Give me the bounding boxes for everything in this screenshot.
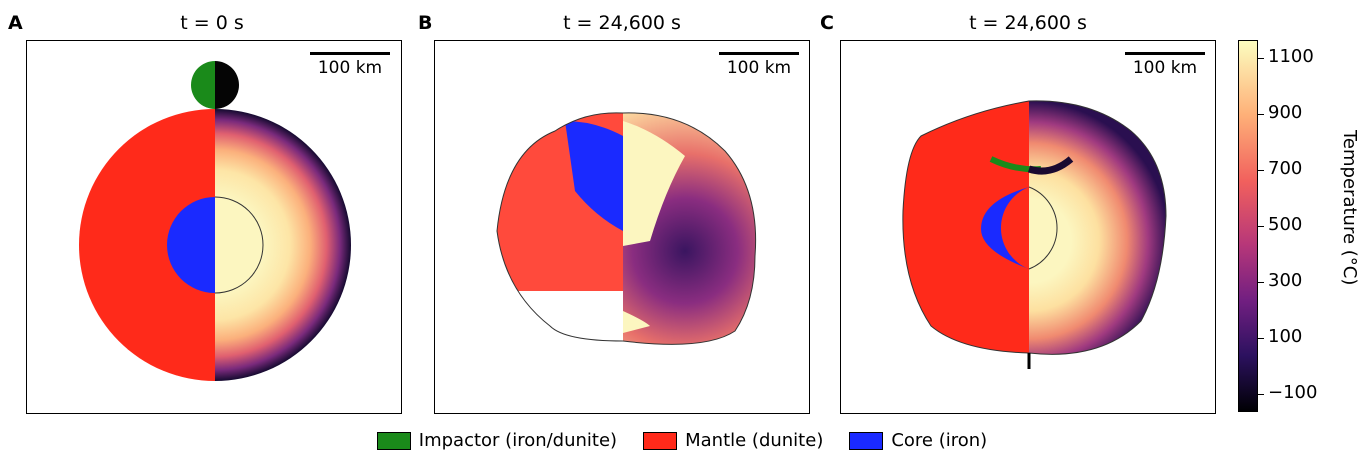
panel-c-svg — [902, 100, 1167, 369]
colorbar-tick — [1258, 170, 1264, 172]
colorbar-tick — [1258, 282, 1264, 284]
temperature-colorbar — [1238, 40, 1258, 412]
scalebar-label: 100 km — [317, 58, 383, 78]
colorbar-tick-label: 500 — [1268, 214, 1303, 235]
scalebar-label: 100 km — [726, 58, 792, 78]
mantle-half-a — [79, 109, 215, 381]
impactor-right-a — [215, 61, 239, 109]
impactor-left-a — [191, 61, 215, 109]
temperature-half-a — [215, 109, 351, 381]
legend-swatch-core — [849, 431, 884, 450]
panel-b-plot — [434, 40, 810, 414]
panel-a-letter: A — [8, 12, 23, 34]
core-boundary-a — [214, 196, 264, 294]
legend-item-mantle: Mantle (dunite) — [643, 430, 823, 451]
scalebar-line — [719, 52, 799, 55]
outline-c — [902, 100, 1167, 355]
colorbar-tick-label: 300 — [1268, 270, 1303, 291]
legend-swatch-mantle — [643, 431, 678, 450]
panel-b-letter: B — [418, 12, 433, 34]
panel-c-scalebar: 100 km — [1125, 52, 1205, 78]
panel-c-letter: C — [820, 12, 834, 34]
panel-a-title: t = 0 s — [180, 12, 244, 34]
panel-c-title: t = 24,600 s — [969, 12, 1087, 34]
colorbar-tick — [1258, 338, 1264, 340]
colorbar-tick — [1258, 226, 1264, 228]
panel-a-plot — [26, 40, 402, 414]
colorbar-tick — [1258, 394, 1264, 396]
colorbar-tick-label: 700 — [1268, 158, 1303, 179]
panel-b-svg — [496, 112, 757, 345]
legend-swatch-impactor — [376, 431, 411, 450]
panel-a-scalebar: 100 km — [310, 52, 390, 78]
colorbar-tick — [1258, 58, 1264, 60]
scalebar-label: 100 km — [1132, 58, 1198, 78]
outline-b — [496, 112, 757, 345]
legend-label-core: Core (iron) — [891, 430, 988, 451]
panel-a-svg — [79, 61, 351, 381]
colorbar-tick-label: 100 — [1268, 326, 1303, 347]
colorbar-title: Temperature (°C) — [1339, 130, 1360, 286]
scalebar-line — [310, 52, 390, 55]
panel-b-scalebar: 100 km — [719, 52, 799, 78]
body-c — [902, 100, 1166, 355]
legend-item-core: Core (iron) — [849, 430, 987, 451]
colorbar-tick — [1258, 114, 1264, 116]
colorbar-tick-label: 900 — [1268, 102, 1303, 123]
core-half-a — [167, 197, 215, 293]
colorbar-tick-label: −100 — [1268, 382, 1318, 403]
body-b — [497, 112, 756, 345]
legend-label-impactor: Impactor (iron/dunite) — [418, 430, 618, 451]
colorbar-tick-label: 1100 — [1268, 46, 1314, 67]
legend-label-mantle: Mantle (dunite) — [685, 430, 824, 451]
legend: Impactor (iron/dunite) Mantle (dunite) C… — [0, 430, 1364, 451]
panel-c-plot — [840, 40, 1216, 414]
scalebar-line — [1125, 52, 1205, 55]
legend-item-impactor: Impactor (iron/dunite) — [376, 430, 618, 451]
panel-b-title: t = 24,600 s — [563, 12, 681, 34]
core-boundary-c — [1028, 186, 1058, 270]
